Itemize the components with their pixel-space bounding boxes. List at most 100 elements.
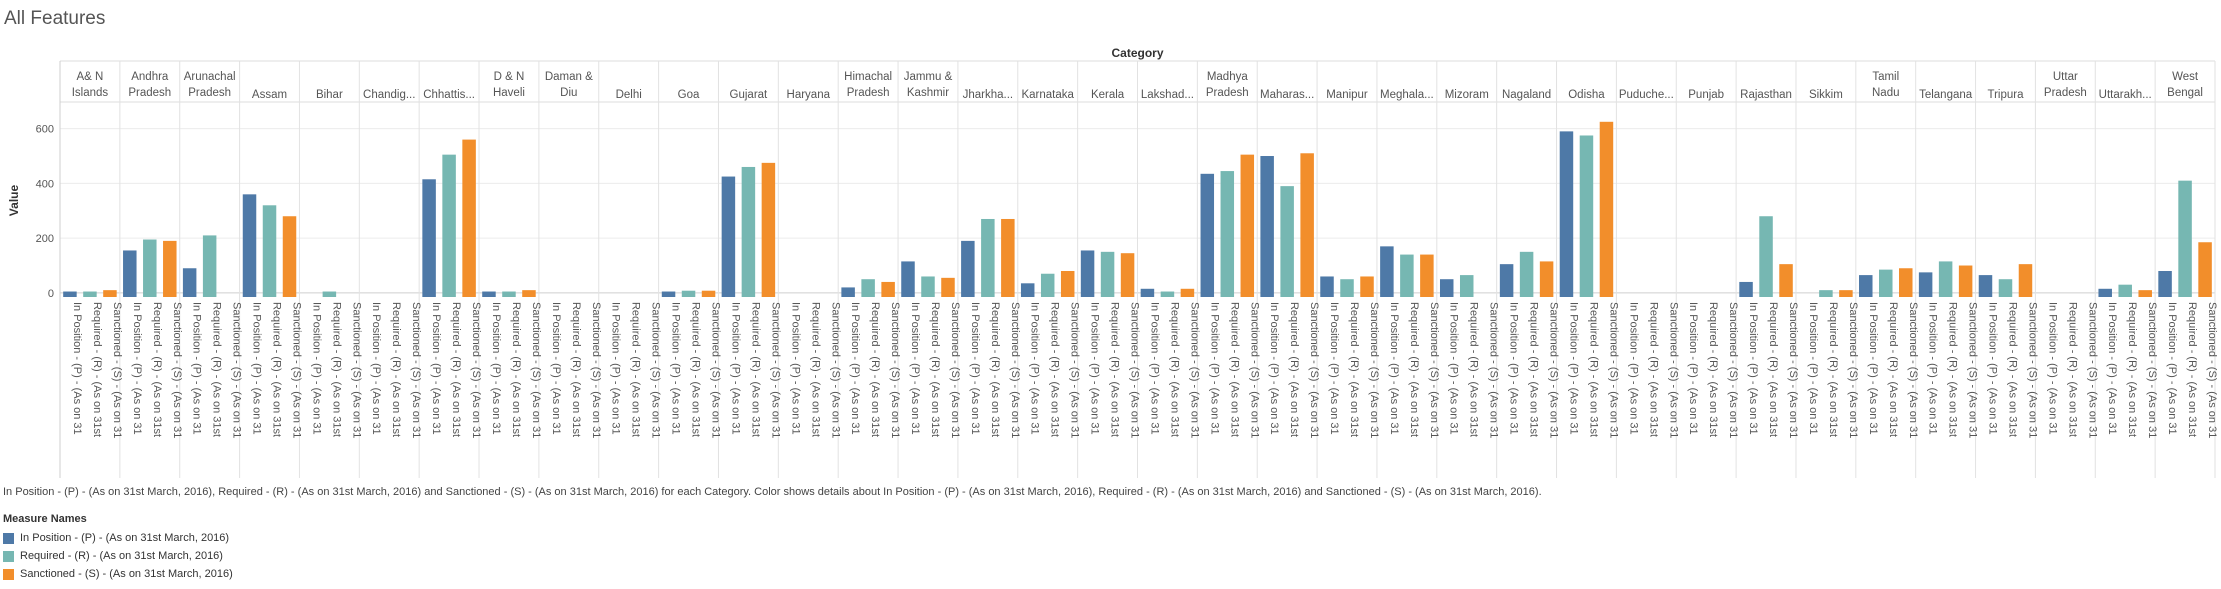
legend-item-required[interactable]: Required - (R) - (As on 31st March, 2016… [3, 547, 233, 565]
x-tick-label: In Position - (P) - (As on 31 [1627, 302, 1639, 435]
bar [1140, 288, 1155, 297]
category-header: Chhattis... [423, 89, 475, 101]
category-header: Uttar Pradesh [2044, 71, 2087, 99]
x-tick-label: Sanctioned - (S) - (As on 31 [710, 302, 722, 438]
x-tick-label: Sanctioned - (S) - (As on 31 [889, 302, 901, 438]
bar [163, 240, 177, 297]
x-tick-label: Required - (R) - (As on 31st [450, 302, 462, 437]
legend-item-sanctioned[interactable]: Sanctioned - (S) - (As on 31st March, 20… [3, 565, 233, 583]
x-tick-label: Required - (R) - (As on 31st [1647, 302, 1659, 437]
category-header: Rajasthan [1740, 89, 1792, 101]
x-tick-label: In Position - (P) - (As on 31 [849, 302, 861, 435]
x-tick-label: Required - (R) - (As on 31st [630, 302, 642, 437]
x-tick-label: Required - (R) - (As on 31st [151, 302, 163, 437]
x-tick-label: Sanctioned - (S) - (As on 31 [590, 302, 602, 438]
bar [1739, 281, 1753, 297]
x-tick-label: In Position - (P) - (As on 31 [670, 302, 682, 435]
category-axis-title: Category [1111, 46, 1163, 60]
x-tick-label: Required - (R) - (As on 31st [869, 302, 881, 437]
category-header: Delhi [616, 89, 642, 101]
bar [1499, 264, 1514, 297]
x-tick-label: In Position - (P) - (As on 31 [1448, 302, 1460, 435]
category-header: Arunachal Pradesh [184, 71, 236, 99]
x-tick-label: In Position - (P) - (As on 31 [1029, 302, 1041, 435]
x-tick-label: Required - (R) - (As on 31st [2126, 302, 2138, 437]
category-header: Jharkha... [963, 89, 1014, 101]
x-tick-label: Required - (R) - (As on 31st [1408, 302, 1420, 437]
x-tick-label: Sanctioned - (S) - (As on 31 [1129, 302, 1141, 438]
x-tick-label: In Position - (P) - (As on 31 [310, 302, 322, 435]
x-tick-label: Required - (R) - (As on 31st [510, 302, 522, 437]
x-tick-label: Sanctioned - (S) - (As on 31 [829, 302, 841, 438]
x-tick-label: Sanctioned - (S) - (As on 31 [650, 302, 662, 438]
bar [442, 154, 456, 297]
bar [1519, 251, 1534, 297]
bar [422, 179, 436, 297]
x-tick-label: Sanctioned - (S) - (As on 31 [2086, 302, 2098, 438]
category-header: Maharas... [1260, 89, 1314, 101]
x-tick-label: Sanctioned - (S) - (As on 31 [769, 302, 781, 438]
category-header: Telangana [1919, 89, 1973, 101]
bar [681, 290, 696, 297]
category-header: Lakshad... [1141, 89, 1194, 101]
x-tick-label: Required - (R) - (As on 31st [91, 302, 103, 437]
bar [1040, 273, 1055, 297]
bar [2198, 242, 2212, 297]
bar [1459, 275, 1474, 297]
x-tick-label: Required - (R) - (As on 31st [390, 302, 402, 437]
legend-label-sanctioned: Sanctioned - (S) - (As on 31st March, 20… [20, 568, 233, 580]
bar [1240, 154, 1255, 297]
legend-label-required: Required - (R) - (As on 31st March, 2016… [20, 550, 223, 562]
x-tick-label: In Position - (P) - (As on 31 [131, 302, 143, 435]
bar [1859, 275, 1873, 297]
legend-item-in-position[interactable]: In Position - (P) - (As on 31st March, 2… [3, 529, 233, 547]
page-title: All Features [4, 8, 106, 29]
category-header: Jammu & Kashmir [904, 71, 953, 99]
x-tick-label: Sanctioned - (S) - (As on 31 [949, 302, 961, 438]
x-tick-label: Required - (R) - (As on 31st [989, 302, 1001, 437]
category-header: Himachal Pradesh [844, 71, 892, 99]
bar [1220, 171, 1235, 297]
bar [761, 162, 776, 297]
x-tick-label: Sanctioned - (S) - (As on 31 [2146, 302, 2158, 438]
bar [861, 279, 875, 297]
x-tick-label: Sanctioned - (S) - (As on 31 [1248, 302, 1260, 438]
legend-swatch-sanctioned [3, 568, 14, 580]
bar [941, 277, 955, 297]
bar [502, 291, 516, 297]
bar [83, 291, 97, 297]
x-tick-label: Required - (R) - (As on 31st [690, 302, 702, 437]
category-header: Puduche... [1619, 89, 1674, 101]
bar [1120, 253, 1135, 297]
x-tick-label: Sanctioned - (S) - (As on 31 [1667, 302, 1679, 438]
bar [961, 240, 975, 297]
bar [661, 291, 676, 297]
category-header: Andhra Pradesh [128, 71, 171, 99]
x-tick-label: Required - (R) - (As on 31st [1707, 302, 1719, 437]
bar [1879, 269, 1893, 297]
bar [1899, 268, 1913, 297]
x-tick-label: Sanctioned - (S) - (As on 31 [2206, 302, 2218, 438]
x-tick-label: Sanctioned - (S) - (As on 31 [1368, 302, 1380, 438]
x-tick-label: In Position - (P) - (As on 31 [1208, 302, 1220, 435]
x-tick-label: In Position - (P) - (As on 31 [1747, 302, 1759, 435]
x-tick-label: Required - (R) - (As on 31st [929, 302, 941, 437]
bar [2158, 270, 2172, 297]
category-header: Kerala [1091, 89, 1125, 101]
x-tick-label: Sanctioned - (S) - (As on 31 [1188, 302, 1200, 438]
x-tick-label: In Position - (P) - (As on 31 [1927, 302, 1939, 435]
bar [123, 250, 137, 297]
x-tick-label: In Position - (P) - (As on 31 [1687, 302, 1699, 435]
category-header: Goa [678, 89, 700, 101]
x-tick-label: Required - (R) - (As on 31st [1049, 302, 1061, 437]
y-tick-label: 200 [36, 233, 54, 245]
bar [2118, 284, 2132, 297]
bar [1918, 272, 1933, 297]
x-tick-label: In Position - (P) - (As on 31 [191, 302, 203, 435]
bar [1380, 246, 1394, 297]
bar [2138, 290, 2152, 297]
bar [921, 276, 935, 297]
x-tick-label: Sanctioned - (S) - (As on 31 [350, 302, 362, 438]
bar [1180, 288, 1195, 297]
x-tick-label: Required - (R) - (As on 31st [1887, 302, 1899, 437]
